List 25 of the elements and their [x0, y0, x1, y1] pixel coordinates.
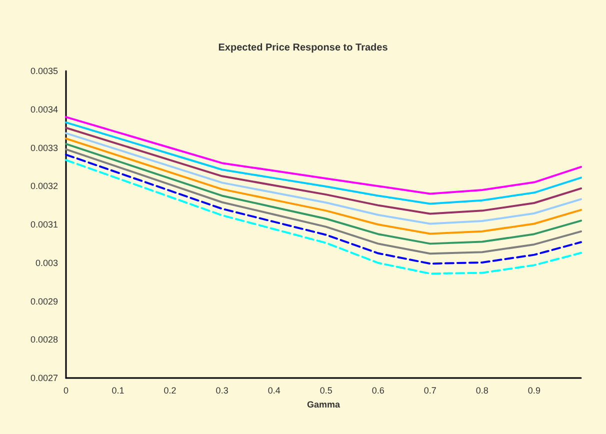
x-tick-label: 0.5	[320, 386, 332, 396]
y-tick-label: 0.0027	[30, 373, 58, 383]
line-series	[65, 126, 582, 215]
line-series	[65, 116, 582, 195]
y-tick-label: 0.0028	[30, 334, 58, 345]
x-tick-label: 0	[63, 386, 69, 396]
chart-title: Expected Price Response to Trades	[218, 42, 388, 54]
line-series	[65, 121, 582, 205]
y-tick-label: 0.0031	[30, 220, 58, 230]
x-axis-title: Gamma	[306, 400, 341, 410]
x-tick-label: 0.4	[268, 386, 280, 396]
y-tick-label: 0.0029	[30, 296, 58, 306]
x-tick-label: 0.2	[164, 386, 176, 396]
x-tick-label: 0.6	[372, 386, 384, 396]
line-series	[65, 132, 582, 225]
y-tick-label: 0.0034	[30, 104, 58, 114]
x-tick-label: 0.3	[216, 386, 228, 396]
y-tick-label: 0.003	[35, 258, 58, 268]
y-tick-label: 0.0033	[30, 142, 58, 153]
x-tick-label: 0.1	[112, 386, 124, 396]
x-tick-label: 0.8	[476, 386, 488, 396]
x-tick-label: 0.7	[424, 386, 436, 396]
x-tick-label: 0.9	[528, 386, 540, 396]
y-tick-label: 0.0035	[30, 66, 58, 76]
y-tick-label: 0.0032	[30, 181, 58, 192]
